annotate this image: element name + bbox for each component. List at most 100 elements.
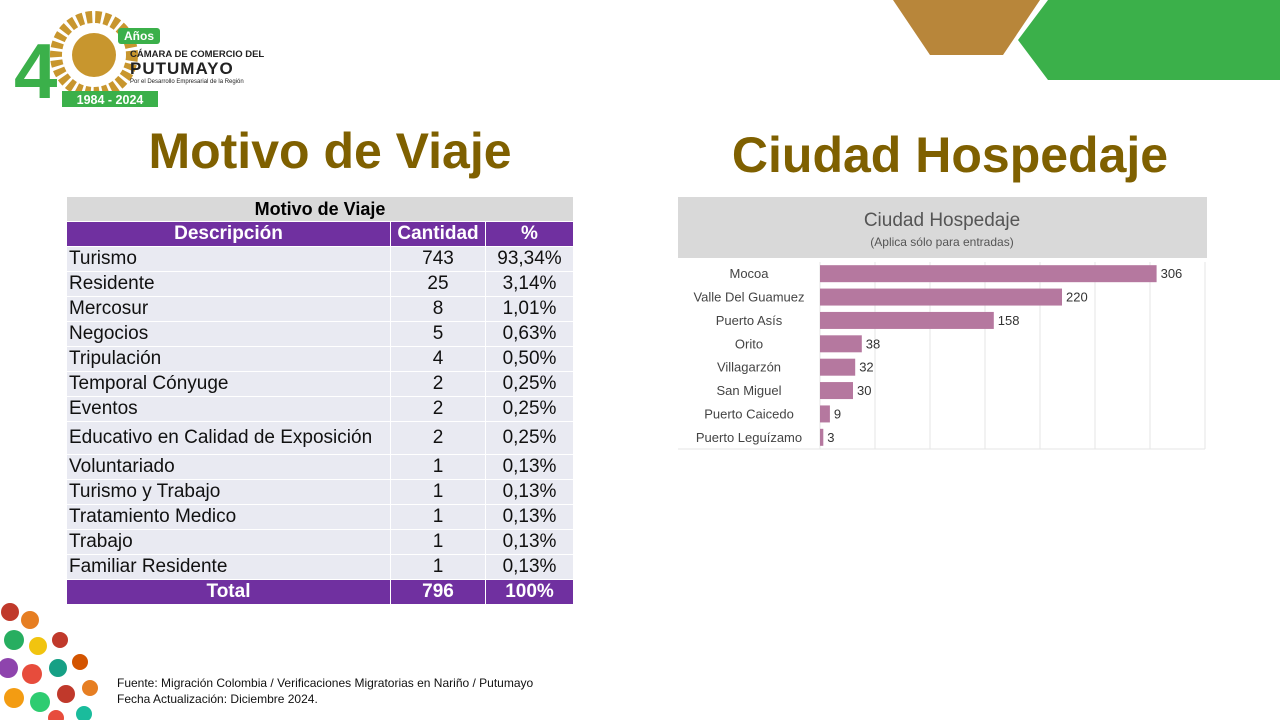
percent: 0,13%	[485, 554, 574, 580]
table-row: Voluntariado 1 0,13%	[66, 454, 574, 480]
category-label: Puerto Caicedo	[704, 406, 794, 421]
table-row: Trabajo 1 0,13%	[66, 529, 574, 555]
description: Temporal Cónyuge	[66, 371, 391, 397]
table: Motivo de Viaje Descripción Cantidad% Turis…	[66, 196, 574, 605]
logo-badge: Años	[124, 29, 154, 43]
count: 1	[390, 529, 486, 555]
total-cell: 796	[390, 579, 486, 605]
count: 1	[390, 479, 486, 505]
data-label: 32	[859, 360, 873, 375]
count: 743	[390, 246, 486, 272]
bar	[820, 428, 824, 446]
header-row: Descripción Cantidad%	[66, 221, 574, 247]
percent: 93,34%	[485, 246, 574, 272]
description: Eventos	[66, 396, 391, 422]
table-row: Temporal Cónyuge 2 0,25%	[66, 371, 574, 397]
description: Mercosur	[66, 296, 391, 322]
logo-years: 1984 - 2024	[77, 93, 144, 107]
logo-digit: 4	[14, 27, 57, 115]
bar	[820, 335, 862, 353]
data-label: 306	[1161, 266, 1183, 281]
column-header: Cantidad	[390, 221, 486, 247]
count: 1	[390, 454, 486, 480]
bar	[820, 382, 853, 400]
count: 2	[390, 371, 486, 397]
count: 2	[390, 396, 486, 422]
description: Tratamiento Medico	[66, 504, 391, 530]
bar	[820, 405, 830, 423]
column-header: %	[485, 221, 574, 247]
bar	[820, 265, 1157, 283]
percent: 1,01%	[485, 296, 574, 322]
data-label: 158	[998, 313, 1020, 328]
category-label: San Miguel	[716, 383, 781, 398]
right-title: Ciudad Hospedaje	[731, 127, 1169, 183]
table-row: Eventos 2 0,25%	[66, 396, 574, 422]
category-label: Puerto Leguízamo	[696, 430, 802, 445]
table-row: Tripulación 4 0,50%	[66, 346, 574, 372]
logo-line2: PUTUMAYO	[130, 59, 234, 78]
data-label: 38	[866, 336, 880, 351]
total-cell: 100%	[485, 579, 574, 605]
data-label: 3	[827, 430, 834, 445]
green-shape	[1018, 0, 1280, 80]
chart-subtitle: (Aplica sólo para entradas)	[870, 235, 1013, 249]
percent: 0,13%	[485, 504, 574, 530]
chart-title: Ciudad Hospedaje	[864, 210, 1020, 231]
table-row: Residente 25 3,14%	[66, 271, 574, 297]
caption-row: Motivo de Viaje	[66, 196, 574, 222]
description: Trabajo	[66, 529, 391, 555]
count: 4	[390, 346, 486, 372]
logo-emblem-center	[72, 33, 116, 77]
brown-shape	[893, 0, 1040, 55]
column-header: Descripción	[66, 221, 391, 247]
count: 1	[390, 504, 486, 530]
table-row: Familiar Residente 1 0,13%	[66, 554, 574, 580]
percent: 0,63%	[485, 321, 574, 347]
source: Fuente: Migración Colombia / Verificacio…	[117, 676, 534, 690]
left-title: Motivo de Viaje	[148, 123, 512, 179]
count: 8	[390, 296, 486, 322]
table-row: Turismo y Trabajo 1 0,13%	[66, 479, 574, 505]
category-label: Valle Del Guamuez	[693, 290, 804, 305]
table-row: Educativo en Calidad de Exposición 2 0,25%	[66, 421, 574, 455]
percent: 0,13%	[485, 529, 574, 555]
logo: 4 Años CÁMARA DE COMERCIO DEL PUTUMAYO P…	[14, 11, 264, 115]
updated: Fecha Actualización: Diciembre 2024.	[117, 692, 318, 706]
percent: 0,25%	[485, 396, 574, 422]
logo-tagline: Por el Desarrollo Empresarial de la Regi…	[130, 79, 244, 85]
table-row: Tratamiento Medico 1 0,13%	[66, 504, 574, 530]
percent: 0,25%	[485, 371, 574, 397]
data-label: 220	[1066, 290, 1088, 305]
percent: 0,25%	[485, 421, 574, 455]
table-row: Mercosur 8 1,01%	[66, 296, 574, 322]
description: Tripulación	[66, 346, 391, 372]
description: Educativo en Calidad de Exposición	[66, 421, 391, 455]
category-label: Villagarzón	[717, 360, 781, 375]
badge-bg	[118, 28, 160, 44]
count: 25	[390, 271, 486, 297]
total-cell: Total	[66, 579, 391, 605]
table-row: Turismo 743 93,34%	[66, 246, 574, 272]
description: Residente	[66, 271, 391, 297]
category-label: Mocoa	[729, 266, 769, 281]
bar	[820, 358, 856, 376]
description: Familiar Residente	[66, 554, 391, 580]
percent: 0,50%	[485, 346, 574, 372]
percent: 0,13%	[485, 454, 574, 480]
percent: 0,13%	[485, 479, 574, 505]
description: Voluntariado	[66, 454, 391, 480]
data-label: 9	[834, 406, 841, 421]
data-label: 30	[857, 383, 871, 398]
table-caption: Motivo de Viaje	[66, 196, 574, 222]
chart-header	[678, 197, 1207, 258]
category-label: Puerto Asís	[716, 313, 783, 328]
logo-line1: CÁMARA DE COMERCIO DEL	[130, 49, 264, 60]
beads	[0, 603, 98, 720]
category-label: Orito	[735, 336, 763, 351]
bar	[820, 311, 994, 329]
bar	[820, 288, 1062, 306]
